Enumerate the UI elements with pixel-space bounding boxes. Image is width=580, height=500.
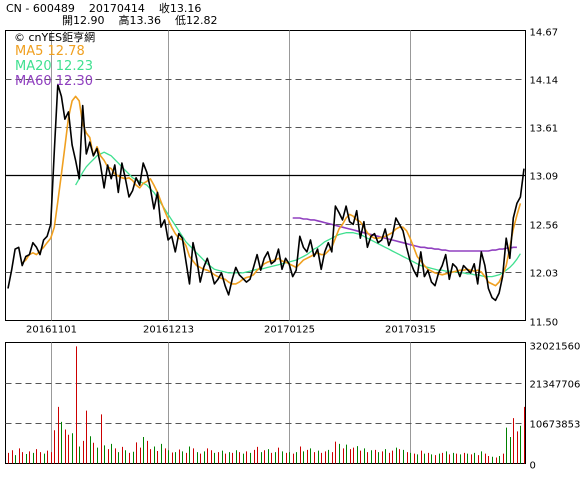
x-tick-label: 20161101 <box>26 325 77 336</box>
price-line <box>7 83 525 302</box>
price-y-tick-label: 13.61 <box>530 124 559 135</box>
price-y-tick-label: 13.09 <box>530 172 559 183</box>
close-price: 收13.16 <box>158 2 202 15</box>
low-price: 低12.82 <box>175 14 218 27</box>
watermark: © cnYES鉅亨網 <box>14 31 96 44</box>
x-tick-label: 20161213 <box>143 325 194 336</box>
legend-ma60: MA60 12.30 <box>15 74 93 89</box>
x-tick-label: 20170125 <box>264 325 315 336</box>
volume-y-tick-label: 213477067 <box>530 380 580 391</box>
price-y-tick-label: 14.14 <box>530 76 559 87</box>
price-y-tick-label: 11.50 <box>530 318 559 329</box>
header-line-2: 開12.90 高13.36 低12.82 <box>62 15 218 27</box>
price-y-tick-label: 14.67 <box>530 28 559 39</box>
volume-y-tick-label: 106738533 <box>530 420 580 431</box>
header-line-1: CN - 600489 20170414 收13.16 <box>6 3 201 15</box>
price-y-tick-label: 12.56 <box>530 221 559 232</box>
legend-ma5: MA5 12.78 <box>15 44 85 59</box>
volume-y-tick-label: 0 <box>530 461 536 472</box>
volume-y-tick-label: 320215600 <box>530 342 580 353</box>
legend-ma20: MA20 12.23 <box>15 59 93 74</box>
x-tick-label: 20170315 <box>385 325 436 336</box>
ma60-line <box>292 217 517 252</box>
open-price: 開12.90 <box>62 14 105 27</box>
price-y-tick-label: 12.03 <box>530 269 559 280</box>
quote-date: 20170414 <box>88 2 145 15</box>
volume-panel <box>5 342 526 464</box>
stock-code: CN - 600489 <box>6 2 75 15</box>
high-price: 高13.36 <box>118 14 162 27</box>
